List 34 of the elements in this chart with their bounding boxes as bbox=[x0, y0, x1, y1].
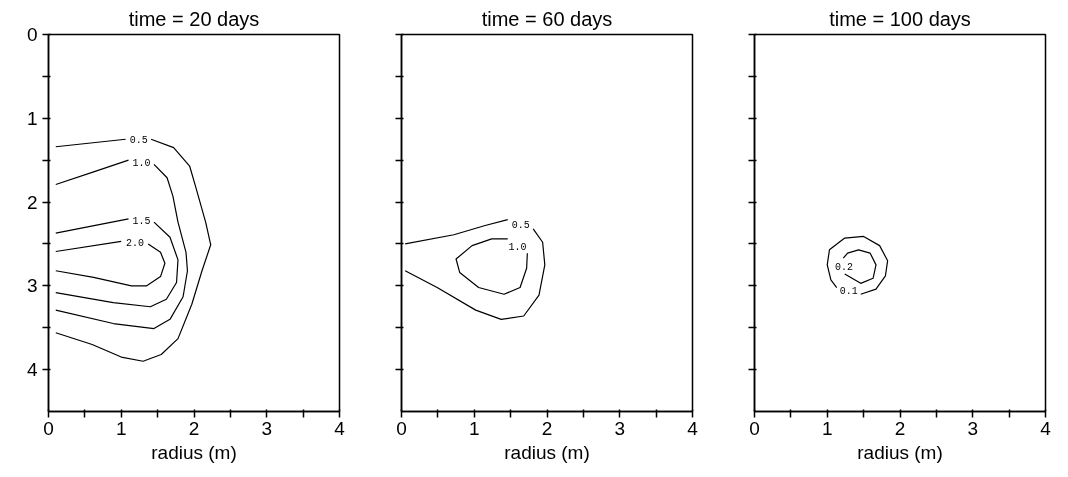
x-axis-title: radius (m) bbox=[857, 441, 943, 463]
x-tick-label: 1 bbox=[468, 417, 480, 439]
y-tick-label: 2 bbox=[26, 191, 38, 213]
series-label: 2.0 bbox=[126, 238, 145, 250]
y-tick-label: 1 bbox=[26, 107, 38, 129]
x-tick-label: 3 bbox=[967, 417, 979, 439]
x-tick-label: 1 bbox=[115, 417, 127, 439]
x-tick-label: 4 bbox=[334, 417, 346, 439]
series-label: 0.5 bbox=[129, 134, 148, 146]
series-label: 1.5 bbox=[132, 215, 151, 227]
series-label: 0.1 bbox=[839, 286, 858, 298]
x-tick-label: 0 bbox=[43, 417, 54, 439]
x-tick-label: 0 bbox=[396, 417, 407, 439]
x-tick-label: 4 bbox=[1040, 417, 1052, 439]
x-tick-label: 2 bbox=[541, 417, 553, 439]
series-label: 0.2 bbox=[834, 261, 853, 273]
chart-title: time = 100 days bbox=[829, 7, 971, 30]
chart-title: time = 60 days bbox=[481, 7, 613, 30]
x-tick-label: 4 bbox=[687, 417, 699, 439]
y-tick-label: 4 bbox=[26, 359, 38, 381]
series-label: 1.0 bbox=[508, 241, 527, 253]
x-tick-label: 1 bbox=[821, 417, 833, 439]
y-tick-label: 0 bbox=[26, 24, 38, 45]
x-tick-label: 3 bbox=[261, 417, 273, 439]
series-label: 1.0 bbox=[132, 157, 151, 169]
x-tick-label: 3 bbox=[614, 417, 626, 439]
x-axis-title: radius (m) bbox=[504, 441, 590, 463]
y-tick-label: 3 bbox=[26, 275, 38, 297]
chart-title: time = 20 days bbox=[128, 7, 260, 30]
x-tick-label: 2 bbox=[188, 417, 200, 439]
x-tick-label: 2 bbox=[894, 417, 906, 439]
x-tick-label: 0 bbox=[749, 417, 760, 439]
x-axis-title: radius (m) bbox=[151, 441, 237, 463]
series-label: 0.5 bbox=[511, 219, 530, 231]
